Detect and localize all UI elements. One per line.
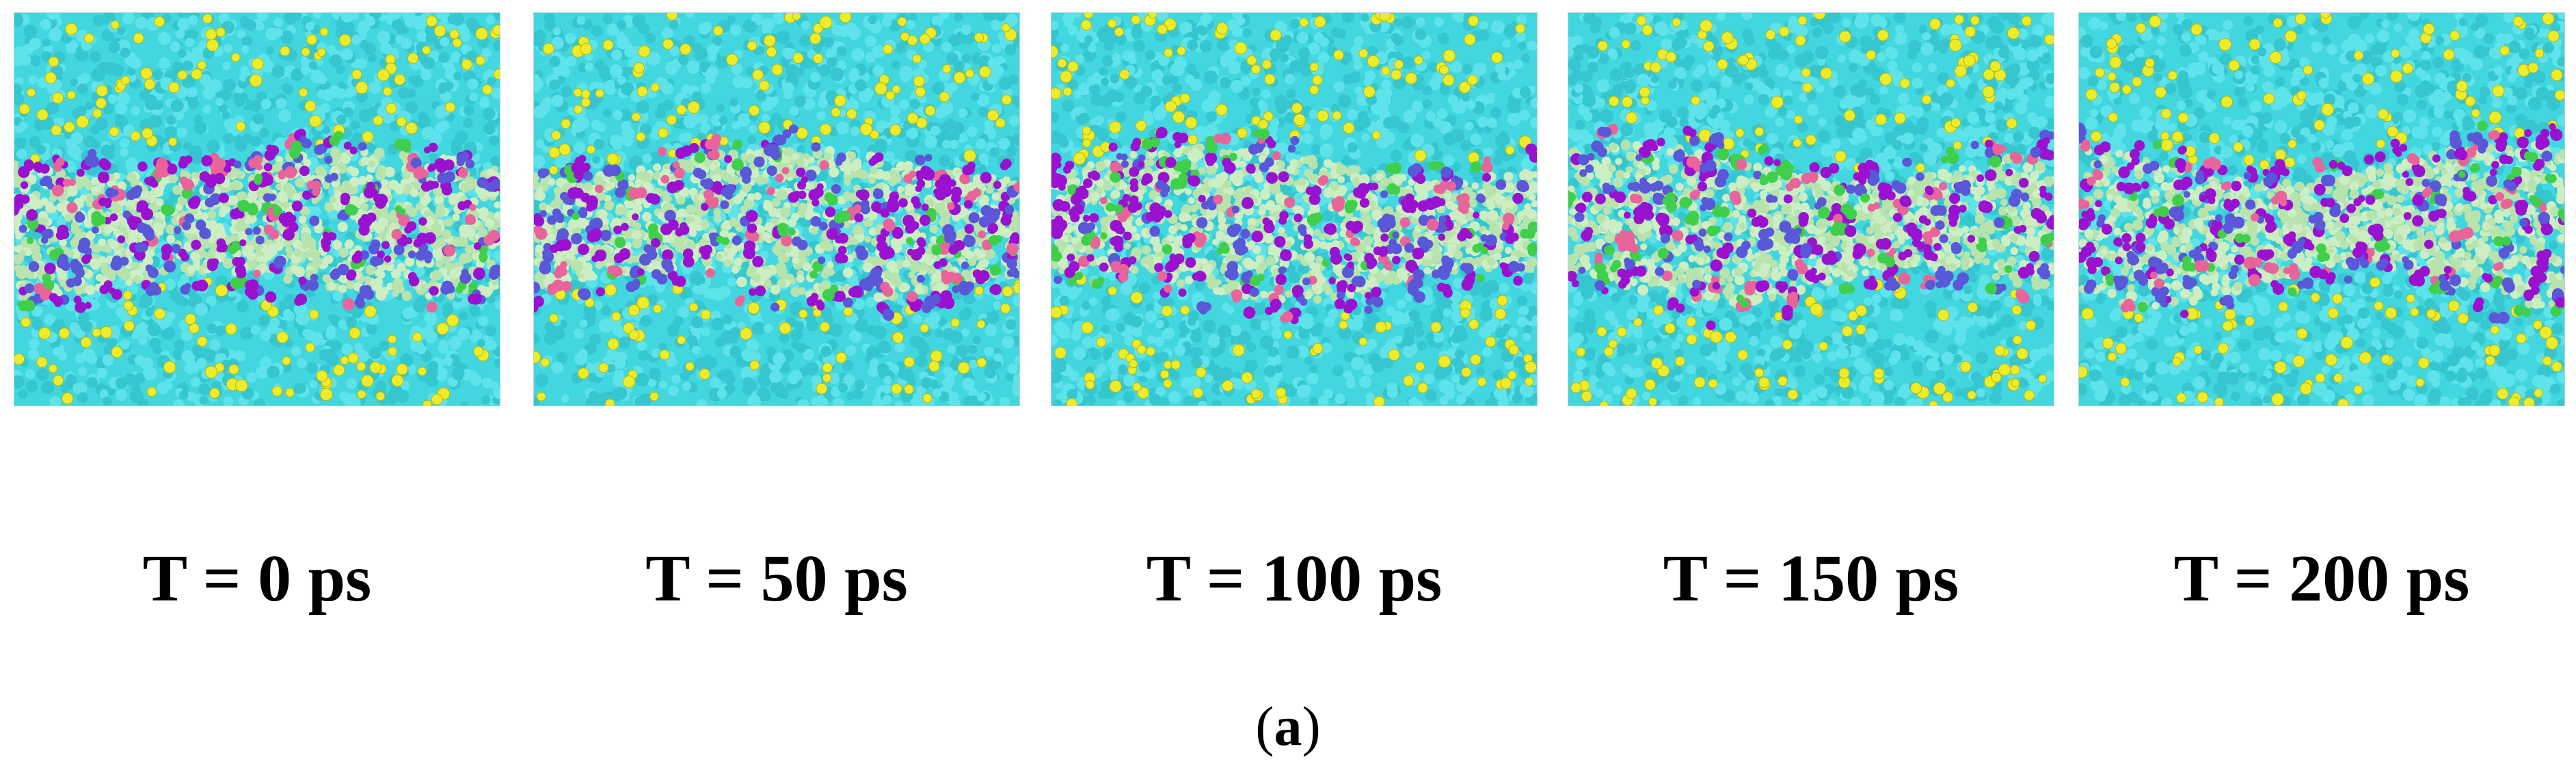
time-label-4: T = 150 ps [1663, 542, 1959, 616]
snapshot-panel-4 [1568, 12, 2054, 406]
figure-label-letter: a [1274, 695, 1302, 757]
time-label-5: T = 200 ps [2173, 542, 2470, 616]
time-label-3: T = 100 ps [1146, 542, 1443, 616]
md-snapshot-image [534, 13, 1019, 406]
snapshot-panel-5 [2078, 12, 2565, 406]
md-snapshot-image [1568, 13, 2054, 406]
md-snapshot-image [1051, 13, 1537, 406]
time-label-2: T = 50 ps [645, 542, 908, 616]
snapshot-panel-1 [14, 12, 500, 406]
snapshot-panel-3 [1051, 12, 1538, 406]
md-snapshot-image [14, 13, 500, 406]
time-label-1: T = 0 ps [142, 542, 372, 616]
figure-label: (a) [1255, 695, 1321, 757]
snapshot-panel-2 [533, 12, 1020, 406]
md-snapshot-image [2079, 13, 2564, 406]
